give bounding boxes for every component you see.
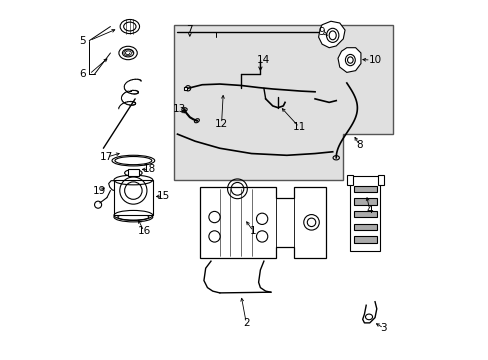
Bar <box>114 180 152 215</box>
Bar <box>346 175 352 185</box>
Text: 17: 17 <box>100 152 113 162</box>
Text: 4: 4 <box>366 205 372 215</box>
Text: 1: 1 <box>249 226 256 236</box>
Bar <box>349 176 380 251</box>
Bar <box>353 224 376 230</box>
Text: 9: 9 <box>318 27 325 37</box>
Bar <box>353 198 376 205</box>
Text: 18: 18 <box>142 165 156 174</box>
Text: 19: 19 <box>92 186 105 195</box>
Polygon shape <box>108 181 117 190</box>
Text: 15: 15 <box>157 191 170 201</box>
Text: 6: 6 <box>79 69 85 79</box>
Text: 2: 2 <box>243 318 249 328</box>
Text: 3: 3 <box>380 323 386 333</box>
Bar <box>127 170 139 176</box>
Bar <box>353 186 376 192</box>
Polygon shape <box>200 187 325 258</box>
Text: 5: 5 <box>79 36 85 46</box>
Text: 10: 10 <box>368 55 381 65</box>
Bar <box>353 211 376 217</box>
Text: 11: 11 <box>292 122 305 132</box>
Text: 14: 14 <box>257 55 270 65</box>
Polygon shape <box>337 48 360 72</box>
Bar <box>353 237 376 243</box>
Polygon shape <box>318 21 345 48</box>
Text: 12: 12 <box>215 118 228 129</box>
Text: 16: 16 <box>137 226 150 236</box>
Text: 13: 13 <box>172 104 185 114</box>
Bar <box>377 175 383 185</box>
Bar <box>183 87 187 90</box>
Text: 8: 8 <box>355 140 362 150</box>
Polygon shape <box>174 25 392 180</box>
Text: 7: 7 <box>186 25 193 35</box>
